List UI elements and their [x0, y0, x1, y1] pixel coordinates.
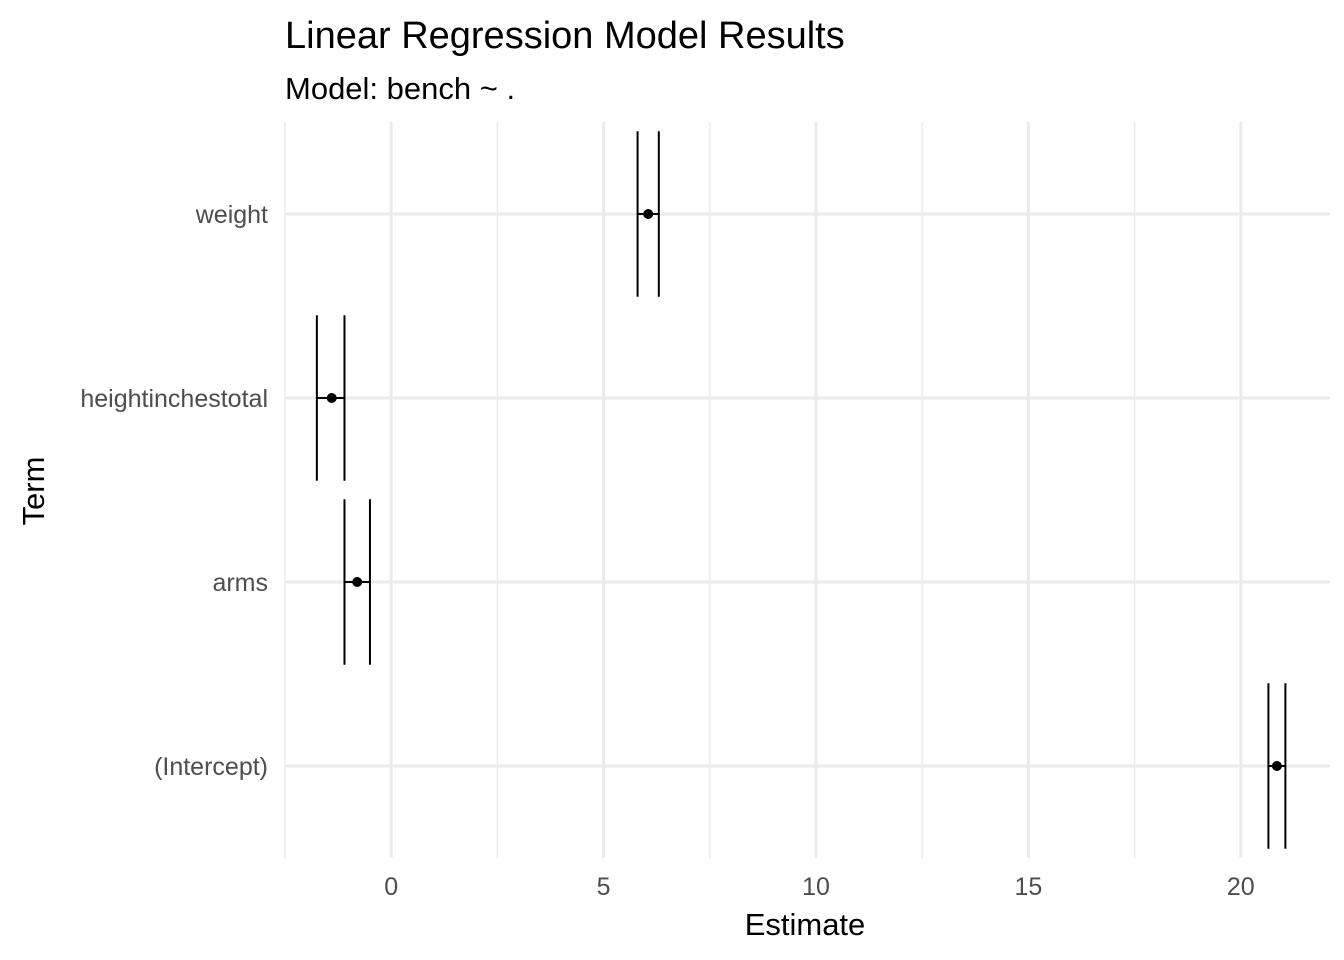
estimate-point: [352, 577, 363, 587]
x-tick-label: 20: [1227, 873, 1255, 901]
x-tick-label: 10: [802, 873, 830, 901]
y-tick-label: weight: [195, 201, 268, 229]
chart-title: Linear Regression Model Results: [285, 15, 845, 57]
x-tick-label: 5: [597, 873, 611, 901]
estimate-point: [326, 393, 337, 403]
x-tick-label: 0: [384, 873, 398, 901]
y-tick-label: heightinchestotal: [80, 385, 268, 413]
y-tick-label: arms: [212, 569, 268, 597]
marks-layer: [315, 131, 1287, 849]
y-axis-title: Term: [16, 457, 51, 526]
y-tick-label: (Intercept): [154, 753, 268, 781]
x-tick-label: 15: [1014, 873, 1042, 901]
labels-layer: 0 5 10 15 20 (Intercept) arms heightinchestotal…: [80, 201, 1254, 901]
grid-layer: [284, 122, 1330, 858]
estimate-point: [1271, 761, 1282, 771]
chart-subtitle: Model: bench ~ .: [285, 71, 515, 106]
estimate-point: [643, 209, 654, 219]
x-axis-title: Estimate: [745, 907, 866, 942]
